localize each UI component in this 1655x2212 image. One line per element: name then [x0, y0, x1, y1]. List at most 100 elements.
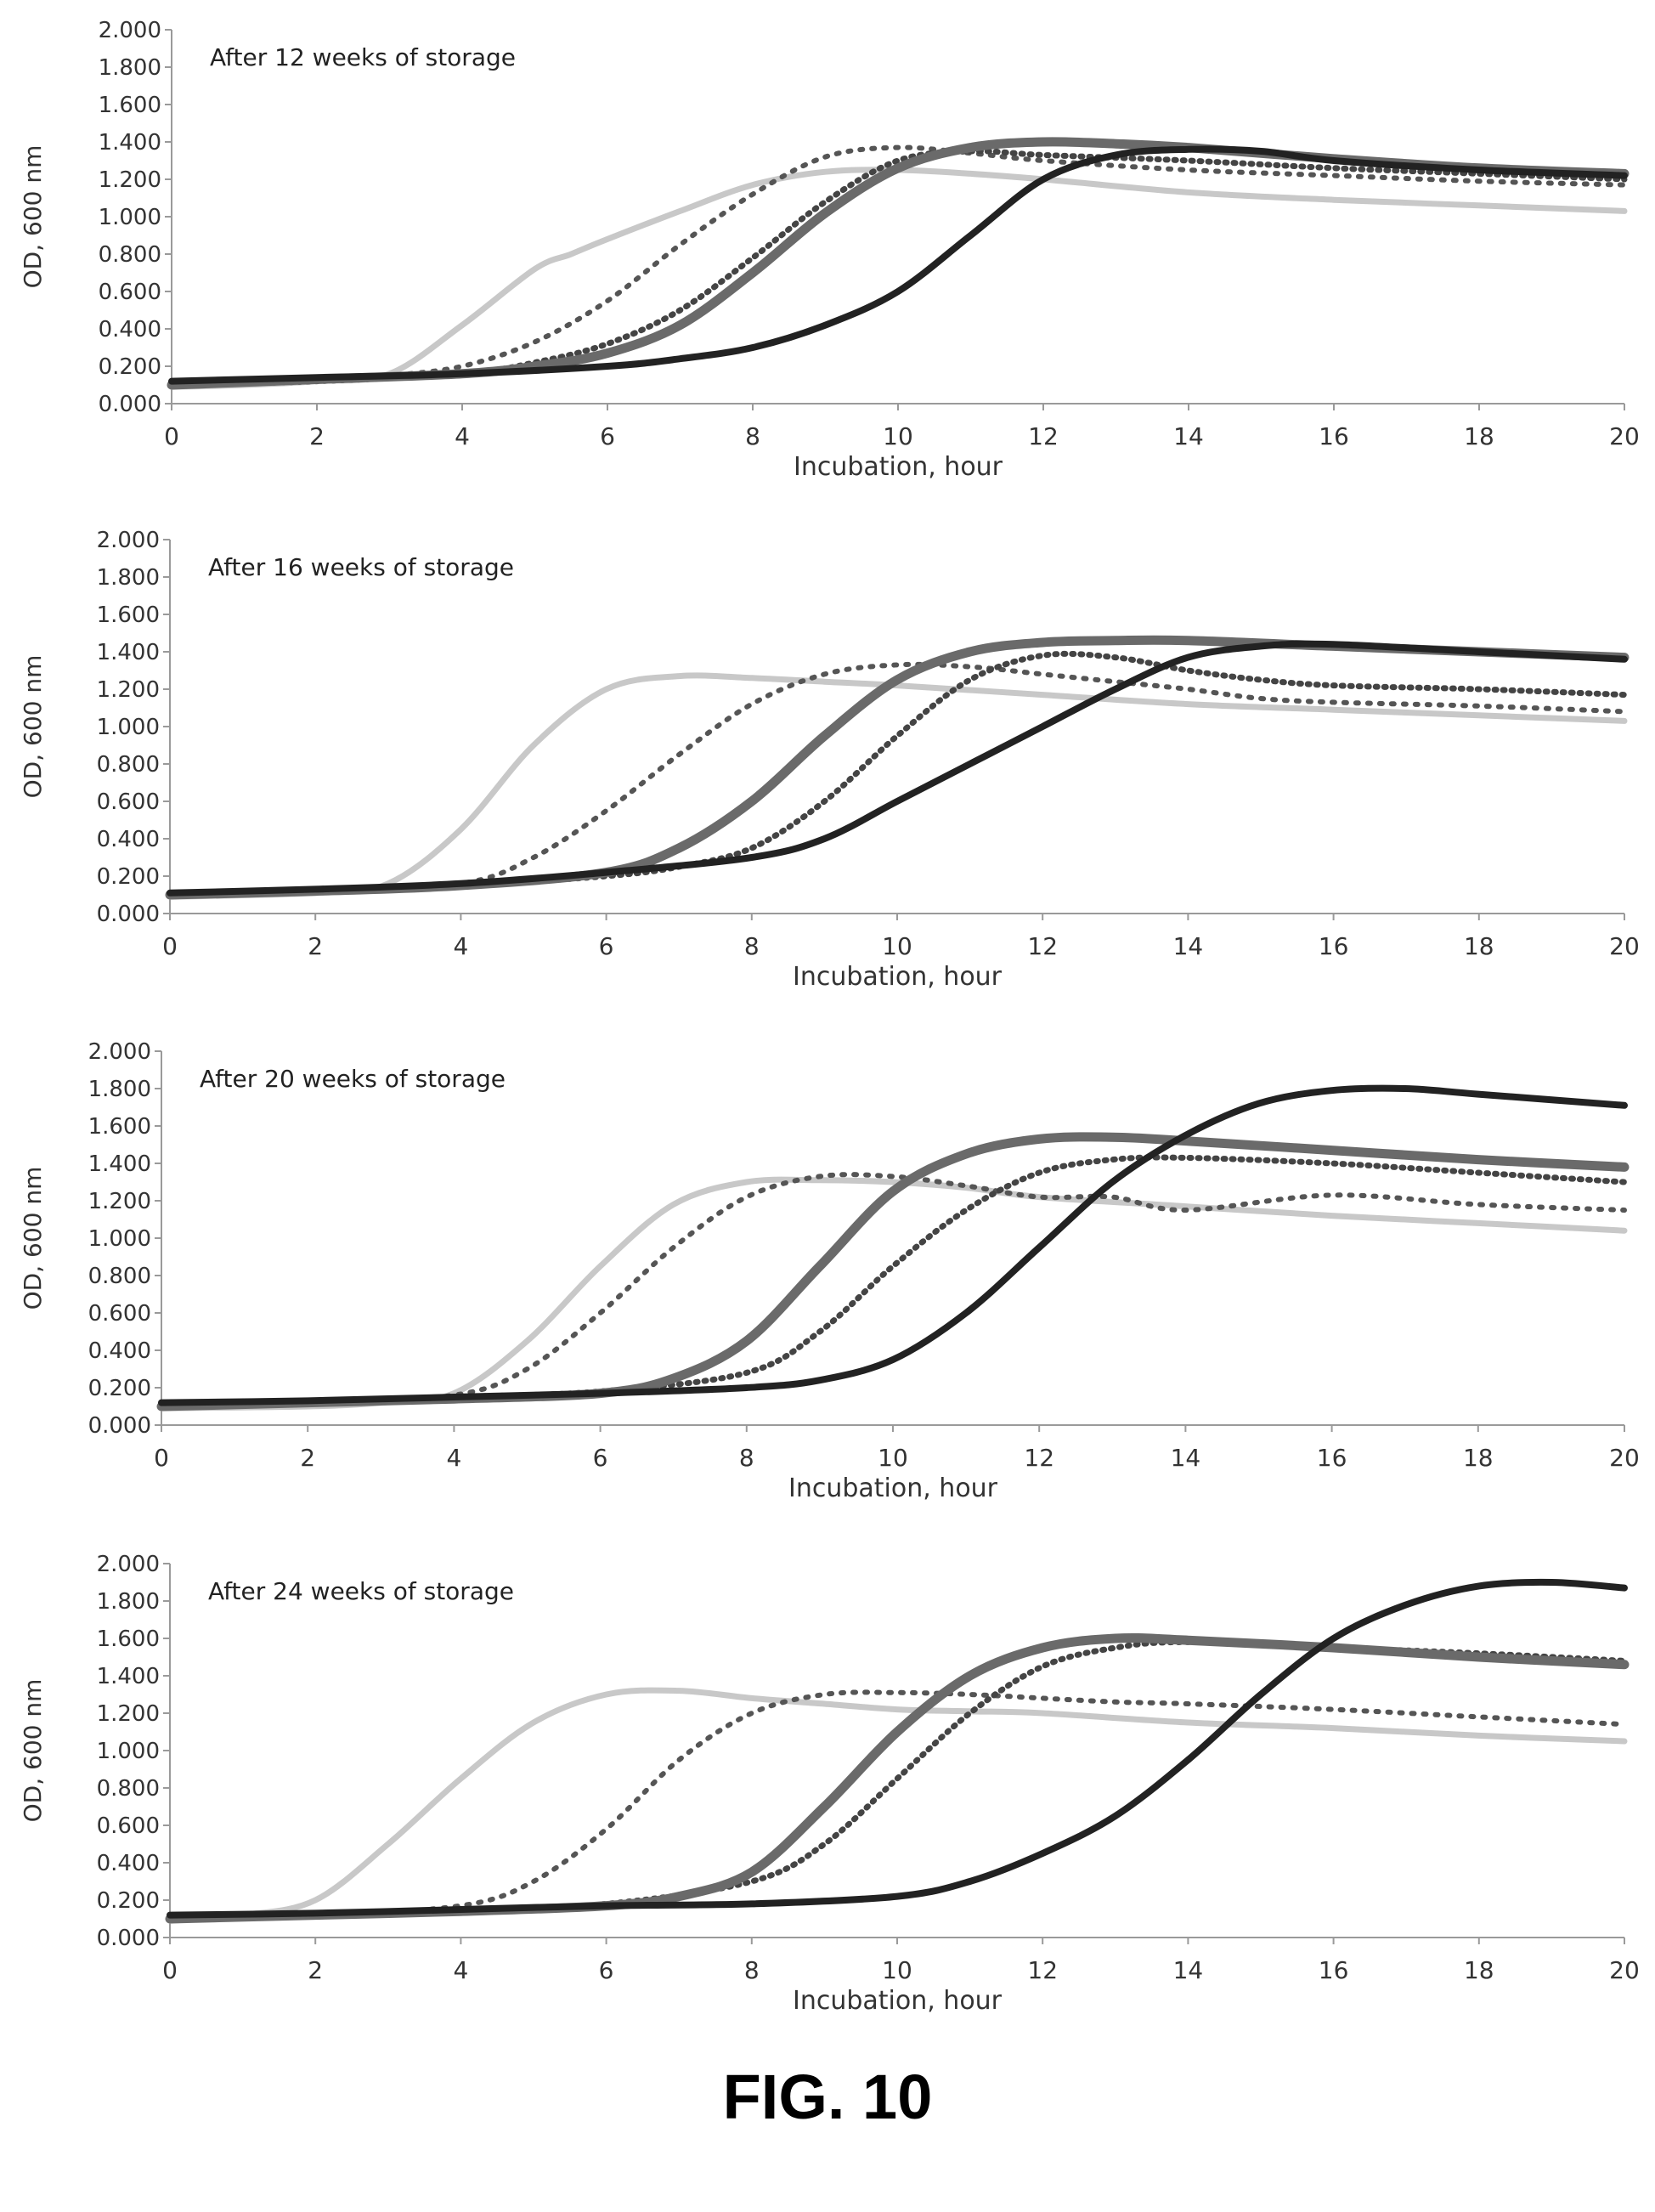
x-tick-label: 10: [882, 932, 912, 960]
y-tick-label: 0.400: [97, 1851, 160, 1876]
series-line-dark-hatched: [167, 1578, 1628, 1919]
x-tick-label: 16: [1319, 932, 1349, 960]
series-line-light-solid: [168, 167, 1628, 390]
y-tick-label: 0.400: [99, 317, 161, 342]
y-tick-label: 1.600: [97, 1626, 160, 1652]
x-tick-label: 18: [1464, 932, 1494, 960]
y-tick-label: 0.800: [88, 1264, 151, 1289]
x-tick-label: 10: [878, 1444, 908, 1472]
x-tick-label: 0: [154, 1444, 169, 1472]
y-tick-label: 0.800: [99, 242, 161, 268]
x-tick-label: 12: [1028, 422, 1059, 450]
series-line-dark-hatched: [158, 1084, 1628, 1406]
x-tick-label: 0: [162, 932, 178, 960]
x-tick-label: 20: [1609, 1444, 1640, 1472]
y-tick-label: 0.800: [97, 752, 160, 778]
chart-panel-2: 0.000 0.200 0.400 0.600 0.800 1.000 1.200 1.400…: [19, 528, 1640, 992]
x-tick-label: 2: [300, 1444, 315, 1472]
series-line-cross-dotted: [168, 148, 1628, 388]
y-tick-label: 1.800: [97, 1589, 160, 1615]
y-tick-label: 2.000: [99, 18, 161, 43]
x-tick-label: 10: [882, 1956, 912, 1984]
y-axis-label: OD, 600 nm: [19, 1167, 47, 1310]
figure-label: FIG. 10: [722, 2062, 933, 2132]
x-tick-label: 8: [744, 1956, 760, 1984]
x-tick-label: 12: [1027, 1956, 1058, 1984]
x-axis-label: Incubation, hour: [793, 962, 1003, 992]
y-tick-label: 0.200: [99, 354, 161, 380]
series-line-light-solid: [167, 1687, 1628, 1924]
chart-title: After 12 weeks of storage: [210, 43, 516, 71]
y-tick-label: 0.200: [97, 1888, 160, 1914]
y-tick-label: 0.800: [97, 1776, 160, 1802]
y-tick-label: 1.200: [99, 167, 161, 193]
x-tick-label: 20: [1609, 422, 1640, 450]
series-line-dotted: [169, 144, 1627, 388]
y-axis-label: OD, 600 nm: [19, 1679, 47, 1823]
series-line-hatched: [165, 635, 1630, 900]
y-tick-label: 0.000: [97, 1926, 160, 1951]
chart-title: After 16 weeks of storage: [208, 553, 514, 581]
y-tick-label: 0.000: [88, 1413, 151, 1439]
x-axis-label: Incubation, hour: [788, 1474, 998, 1503]
series-line-light-solid: [167, 672, 1628, 900]
x-tick-label: 20: [1609, 1956, 1640, 1984]
x-tick-label: 6: [600, 422, 615, 450]
series-line-dark-hatched: [167, 640, 1628, 897]
y-tick-label: 1.400: [97, 640, 160, 665]
y-tick-label: 1.800: [97, 565, 160, 591]
y-tick-label: 0.200: [88, 1376, 151, 1401]
series-line-dotted: [167, 661, 1627, 897]
chart-panel-1: 0.000 0.200 0.400 0.600 0.800 1.000 1.200 1.400…: [19, 18, 1640, 482]
chart-title: After 24 weeks of storage: [208, 1577, 514, 1605]
x-tick-label: 18: [1464, 1956, 1494, 1984]
y-tick-label: 1.600: [99, 93, 161, 118]
x-tick-label: 4: [453, 1956, 468, 1984]
x-axis-label: Incubation, hour: [793, 1986, 1003, 2016]
y-tick-label: 0.600: [88, 1301, 151, 1327]
x-tick-label: 8: [745, 422, 760, 450]
series-line-dark-hatched: [168, 145, 1628, 385]
y-tick-label: 1.600: [97, 603, 160, 628]
y-tick-label: 2.000: [97, 528, 160, 553]
y-tick-label: 1.400: [97, 1664, 160, 1689]
x-tick-label: 2: [308, 1956, 323, 1984]
x-tick-label: 14: [1171, 1444, 1201, 1472]
y-tick-label: 0.000: [99, 392, 161, 417]
y-axis-label: OD, 600 nm: [19, 655, 47, 799]
chart-panel-3: 0.000 0.200 0.400 0.600 0.800 1.000 1.200 1.400…: [19, 1039, 1640, 1503]
x-tick-label: 4: [455, 422, 470, 450]
x-tick-label: 14: [1173, 1956, 1204, 1984]
x-tick-label: 4: [446, 1444, 461, 1472]
y-tick-label: 1.000: [99, 205, 161, 230]
series-line-dotted: [159, 1172, 1627, 1409]
y-tick-label: 0.000: [97, 902, 160, 927]
y-tick-label: 0.600: [97, 789, 160, 815]
x-tick-label: 8: [744, 932, 760, 960]
y-tick-label: 0.400: [97, 827, 160, 852]
x-tick-label: 6: [593, 1444, 608, 1472]
x-tick-label: 6: [599, 1956, 614, 1984]
y-tick-label: 1.400: [99, 130, 161, 156]
y-tick-label: 1.200: [88, 1189, 151, 1214]
x-tick-label: 8: [739, 1444, 754, 1472]
y-tick-label: 1.200: [97, 677, 160, 703]
y-tick-label: 1.200: [97, 1701, 160, 1727]
x-tick-label: 14: [1173, 932, 1204, 960]
x-tick-label: 18: [1463, 1444, 1494, 1472]
y-tick-label: 0.600: [97, 1813, 160, 1839]
x-tick-label: 20: [1609, 932, 1640, 960]
y-tick-label: 1.400: [88, 1151, 151, 1177]
y-tick-label: 0.400: [88, 1338, 151, 1364]
y-tick-label: 0.200: [97, 864, 160, 890]
x-tick-label: 0: [162, 1956, 178, 1984]
x-tick-label: 18: [1464, 422, 1494, 450]
y-tick-label: 1.800: [99, 55, 161, 81]
y-tick-label: 0.600: [99, 280, 161, 305]
x-tick-label: 16: [1317, 1444, 1347, 1472]
y-tick-label: 1.800: [88, 1077, 151, 1102]
x-tick-label: 16: [1319, 1956, 1349, 1984]
x-axis-label: Incubation, hour: [794, 452, 1003, 482]
y-tick-label: 2.000: [88, 1039, 151, 1065]
